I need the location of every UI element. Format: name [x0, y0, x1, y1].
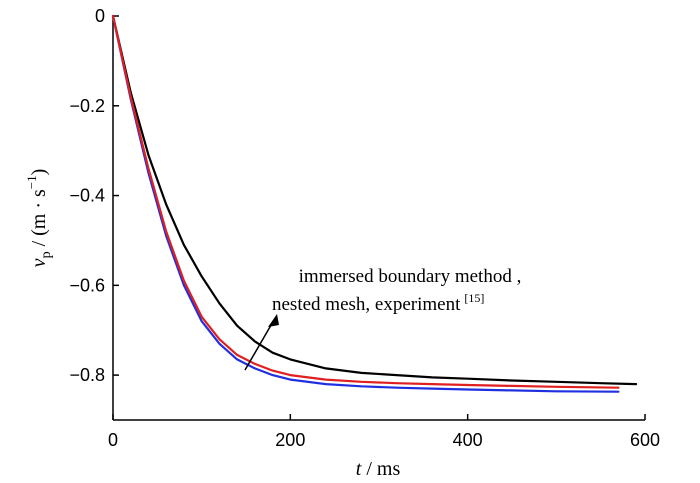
series-line-1 — [111, 14, 638, 386]
y-tick-label: −0.4 — [69, 186, 105, 206]
x-tick-label: 400 — [453, 430, 483, 450]
y-tick-label: 0 — [95, 6, 105, 26]
y-axis-title-var: v — [28, 258, 50, 267]
annotation-arrow-shaft — [244, 319, 275, 371]
annotation-arrow-head — [268, 314, 279, 327]
y-tick-label: −0.2 — [69, 96, 105, 116]
annotation-line-2: nested mesh, experiment [15] — [272, 291, 484, 315]
x-tick-label: 0 — [108, 430, 118, 450]
series-line-2 — [111, 14, 620, 389]
y-axis-title-close: ) — [28, 169, 50, 176]
x-tick-label: 200 — [275, 430, 305, 450]
y-tick-label: −0.8 — [69, 365, 105, 385]
x-tick-label: 600 — [630, 430, 660, 450]
x-ticks: 0 200 400 600 — [108, 414, 660, 450]
y-axis-title-sub: p — [39, 251, 54, 258]
series-line-3 — [111, 14, 620, 393]
x-axis-title-var: t — [356, 458, 362, 480]
annotation: immersed boundary method , nested mesh, … — [244, 266, 522, 371]
y-axis-title-unit: / (m · s — [28, 189, 50, 251]
annotation-line-2-text: nested mesh, experiment — [272, 294, 461, 315]
plot-area: 0 200 400 600 0 −0.2 −0.4 −0.6 −0.8 — [69, 6, 660, 450]
series-group — [111, 14, 638, 393]
x-axis-title-unit: / ms — [361, 458, 400, 480]
annotation-reference: [15] — [464, 291, 484, 305]
y-axis-title: vp / (m · s−1) — [24, 169, 54, 268]
x-axis-title: t / ms — [356, 458, 401, 480]
y-axis-title-sup: −1 — [24, 175, 39, 189]
y-ticks: 0 −0.2 −0.4 −0.6 −0.8 — [69, 6, 119, 385]
y-tick-label: −0.6 — [69, 275, 105, 295]
annotation-line-1: immersed boundary method , — [299, 266, 522, 287]
